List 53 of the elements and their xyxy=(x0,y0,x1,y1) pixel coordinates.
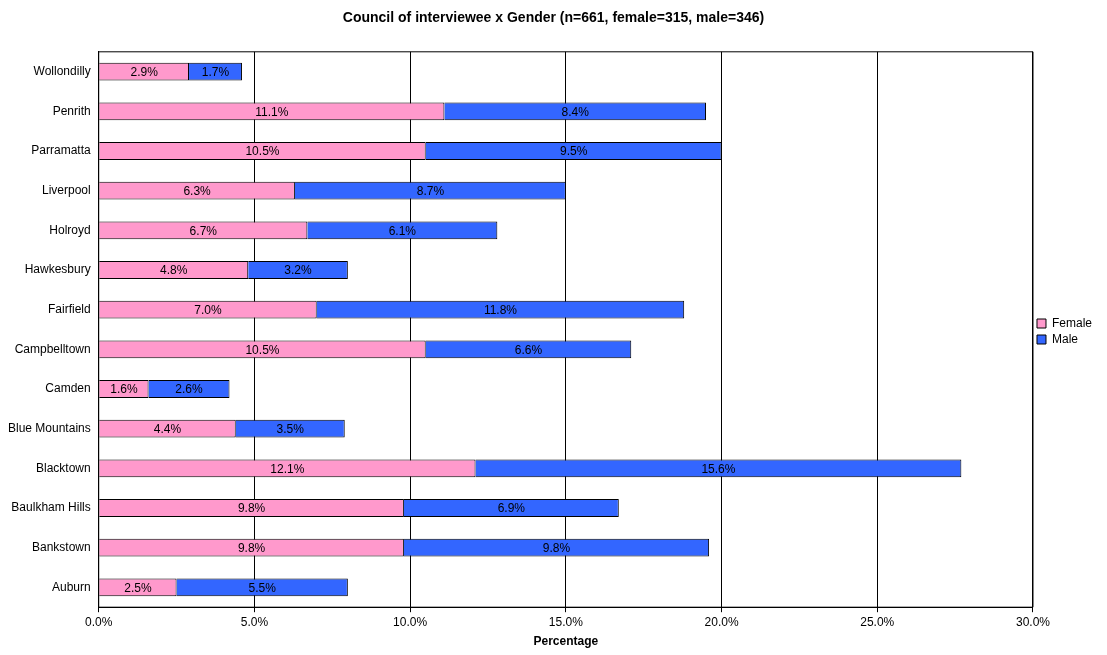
x-tick-label: 25.0% xyxy=(860,614,895,629)
y-tick-label: Hawkesbury xyxy=(24,262,91,277)
data-label: 2.5% xyxy=(124,580,152,595)
data-label: 12.1% xyxy=(270,461,305,476)
data-label: 15.6% xyxy=(701,461,736,476)
data-label: 11.1% xyxy=(255,104,289,119)
data-label: 6.6% xyxy=(514,342,543,357)
data-label: 9.8% xyxy=(237,501,266,516)
data-label: 2.9% xyxy=(130,64,159,79)
data-label: 7.0% xyxy=(194,302,222,317)
data-label: 5.5% xyxy=(248,580,277,595)
y-tick-label: Baulkham Hills xyxy=(11,500,91,515)
data-label: 1.6% xyxy=(110,382,138,397)
y-tick-label: Blacktown xyxy=(36,460,91,475)
y-tick-label: Holroyd xyxy=(49,222,91,237)
x-tick-label: 20.0% xyxy=(704,614,739,629)
data-label: 9.5% xyxy=(559,144,588,159)
y-tick-label: Liverpool xyxy=(42,182,91,197)
x-tick-label: 0.0% xyxy=(85,614,113,629)
data-label: 8.7% xyxy=(416,183,445,198)
y-tick-label: Auburn xyxy=(52,579,91,594)
data-label: 6.3% xyxy=(183,183,212,198)
legend-label: Male xyxy=(1051,331,1079,346)
x-tick-label: 10.0% xyxy=(393,614,428,629)
data-label: 9.8% xyxy=(237,541,266,556)
data-label: 2.6% xyxy=(175,382,204,397)
data-label: 1.7% xyxy=(201,64,230,79)
y-tick-label: Fairfield xyxy=(48,301,91,316)
x-tick-label: 30.0% xyxy=(1015,614,1051,629)
y-tick-label: Bankstown xyxy=(32,540,91,555)
data-label: 8.4% xyxy=(561,104,590,119)
data-label: 10.5% xyxy=(245,144,280,159)
chart-title: Council of interviewee x Gender (n=661, female=315, male=346) xyxy=(342,9,765,26)
data-label: 6.7% xyxy=(189,223,218,238)
y-tick-label: Blue Mountains xyxy=(8,420,91,435)
y-tick-label: Parramatta xyxy=(31,143,92,158)
data-label: 9.8% xyxy=(542,541,571,556)
data-label: 6.1% xyxy=(388,223,417,238)
data-label: 3.2% xyxy=(284,263,313,278)
data-label: 4.4% xyxy=(153,421,182,436)
y-tick-label: Wollondilly xyxy=(33,63,91,78)
data-label: 11.8% xyxy=(483,302,518,317)
data-label: 3.5% xyxy=(276,421,305,436)
data-label: 10.5% xyxy=(245,342,280,357)
x-axis-title: Percentage xyxy=(533,634,599,649)
x-tick-label: 15.0% xyxy=(548,614,584,629)
data-label: 6.9% xyxy=(497,501,526,516)
legend-label: Female xyxy=(1051,315,1093,330)
y-tick-label: Camden xyxy=(45,381,91,396)
y-tick-label: Penrith xyxy=(52,103,91,118)
x-tick-label: 5.0% xyxy=(240,614,269,629)
data-label: 4.8% xyxy=(160,263,188,278)
y-tick-label: Campbelltown xyxy=(14,341,91,356)
